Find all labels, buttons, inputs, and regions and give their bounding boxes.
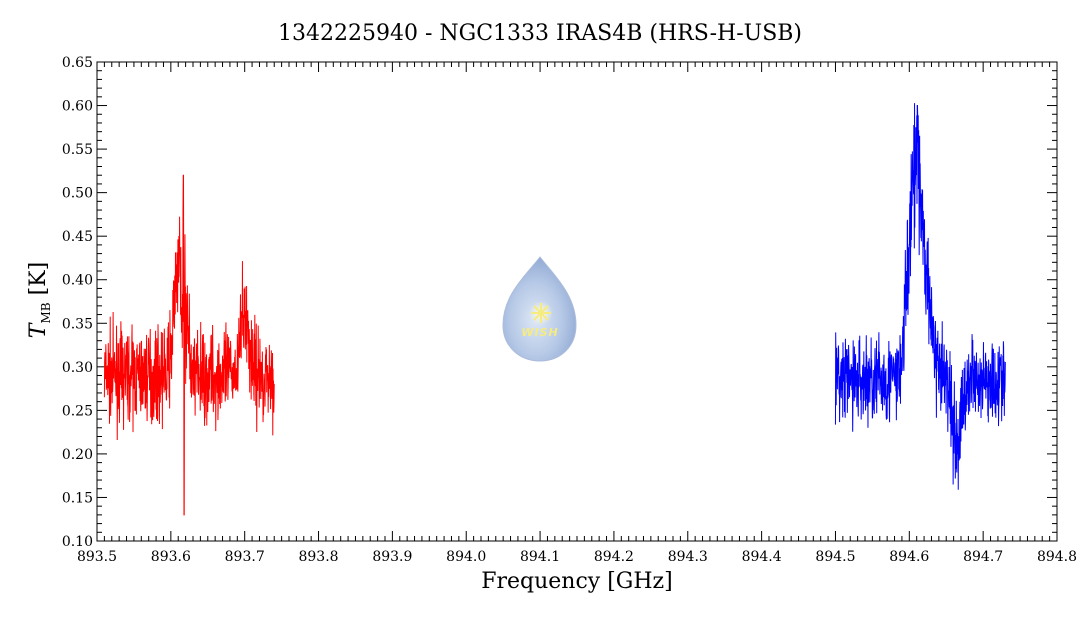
x-tick-label: 893.5 — [77, 549, 117, 565]
x-tick-label: 894.4 — [742, 549, 782, 565]
y-tick-label: 0.30 — [62, 360, 93, 376]
x-tick-label: 894.7 — [963, 549, 1003, 565]
y-tick-label: 0.35 — [62, 316, 93, 332]
x-tick-label: 894.1 — [520, 549, 560, 565]
x-tick-label: 894.2 — [594, 549, 634, 565]
y-tick-label: 0.55 — [62, 142, 93, 158]
axis-ticks: 893.5 893.6 893.7 893.8 893.9 894.0 894.1 894.2… — [62, 55, 1077, 565]
series-line-0 — [103, 174, 275, 516]
x-tick-label: 893.8 — [298, 549, 338, 565]
x-tick-label: 894.8 — [1037, 549, 1077, 565]
x-tick-label: 893.7 — [225, 549, 265, 565]
wish-logo-text: WISH — [521, 326, 558, 339]
x-tick-label: 894.6 — [889, 549, 929, 565]
chart-title: 1342225940 - NGC1333 IRAS4B (HRS-H-USB) — [278, 21, 802, 46]
y-tick-label: 0.40 — [62, 273, 93, 289]
y-tick-label: 0.15 — [62, 490, 93, 506]
y-tick-label: 0.50 — [62, 186, 93, 202]
x-tick-label: 894.0 — [446, 549, 486, 565]
x-tick-label: 894.5 — [815, 549, 855, 565]
star-icon — [531, 303, 551, 323]
y-tick-label: 0.20 — [62, 447, 93, 463]
y-tick-label: 0.60 — [62, 99, 93, 115]
y-axis-label: TMB [K] — [26, 262, 53, 338]
y-tick-label: 0.45 — [62, 229, 93, 245]
y-tick-label: 0.10 — [62, 534, 93, 550]
y-tick-label: 0.65 — [62, 55, 93, 71]
x-tick-label: 894.3 — [668, 549, 708, 565]
x-tick-label: 893.9 — [372, 549, 412, 565]
x-axis-label: Frequency [GHz] — [481, 569, 673, 594]
series-line-1 — [834, 103, 1006, 490]
y-tick-label: 0.25 — [62, 403, 93, 419]
x-tick-label: 893.6 — [151, 549, 191, 565]
wish-logo: WISH — [502, 256, 577, 362]
series-group — [103, 103, 1006, 516]
